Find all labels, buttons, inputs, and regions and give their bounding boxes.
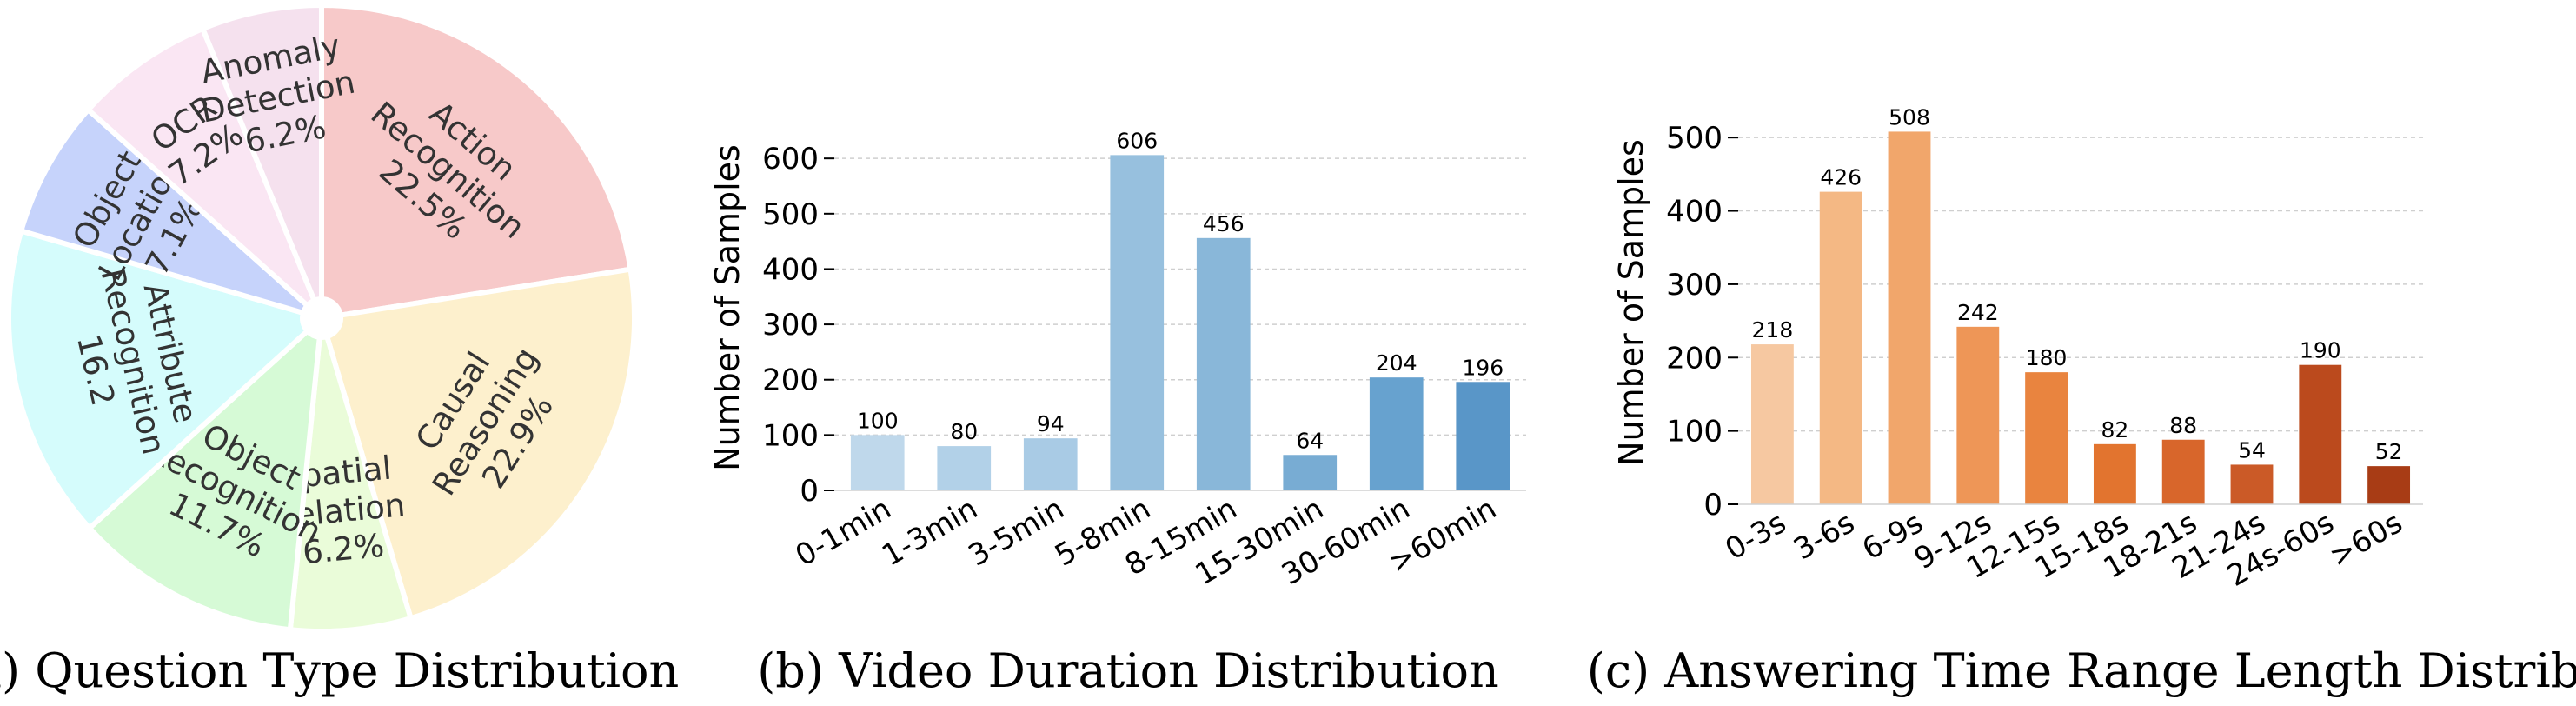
y-tick-label: 200 [1666,341,1723,376]
pie-slice [84,25,318,310]
x-tick-label: 3-6s [1788,505,1860,567]
pie-chart-question-type: ActionRecognition22.5%CausalReasoning22.… [6,2,637,634]
bar [850,435,905,490]
bar [937,446,992,490]
x-tick-label: >60s [2324,505,2408,574]
bar-value-label: 52 [2375,439,2403,464]
bar [2161,439,2205,504]
bar-value-label: 204 [1376,350,1417,376]
bar [1283,455,1338,490]
x-tick-label: 0-3s [1719,505,1791,567]
bar [1023,438,1078,490]
bar-value-label: 94 [1037,411,1065,436]
pie-slice [199,2,324,304]
bar [1456,382,1510,490]
bar-chart-answering-time: 0 100 200 300 400 500 Number of Samples 218 0-3s… [1612,104,2423,594]
bar-value-label: 426 [1820,165,1862,190]
bar [1110,155,1165,490]
bar [2299,364,2342,504]
bar-value-label: 242 [1957,300,1999,325]
bar-value-label: 100 [857,408,899,433]
y-tick-label: 300 [762,308,819,343]
bar-value-label: 80 [950,419,978,444]
bar-value-label: 456 [1203,211,1245,236]
bar [2093,443,2136,504]
caption-answering-time: (c) Answering Time Range Length Distribu… [1587,643,2576,698]
y-tick-label: 400 [762,252,819,287]
bar [2367,466,2411,504]
bar [1369,377,1424,490]
bar-value-label: 54 [2238,437,2266,463]
bar [2230,464,2274,504]
y-tick-label: 300 [1666,268,1723,303]
bar-value-label: 190 [2300,338,2341,363]
y-tick-label: 600 [762,142,819,176]
x-tick-label: 3-5min [963,491,1071,573]
y-tick-label: 500 [762,197,819,232]
bar-value-label: 508 [1889,104,1930,130]
y-tick-label: 0 [800,474,819,509]
pie-slice [323,266,637,622]
y-axis-title: Number of Samples [1612,139,1650,466]
pie-slice-label: AttributeRecognition16.2 [56,256,210,467]
pie-slice [319,2,634,318]
bar-value-label: 64 [1296,428,1324,453]
bar [1819,191,1862,505]
y-tick-label: 400 [1666,195,1723,230]
pie-slice [17,105,311,316]
bar [1750,344,1794,504]
caption-question-type: (a) Question Type Distribution [0,643,679,698]
x-tick-label: 1-3min [876,491,984,573]
y-tick-label: 100 [762,418,819,453]
bar-value-label: 606 [1116,128,1158,153]
bar [1888,131,1931,504]
pie-slice [85,327,323,633]
bar [2025,372,2068,504]
caption-video-duration: (b) Video Duration Distribution [757,643,1499,698]
bar-value-label: 88 [2169,413,2197,438]
pie-slice [287,333,415,634]
bar [1956,326,2000,504]
y-tick-label: 500 [1666,121,1723,156]
bar-value-label: 180 [2026,345,2068,370]
y-axis-title: Number of Samples [708,144,747,471]
y-tick-label: 0 [1703,488,1723,523]
bar-value-label: 196 [1462,355,1504,380]
bar-value-label: 82 [2101,417,2128,443]
y-tick-label: 200 [762,363,819,398]
y-tick-label: 100 [1666,415,1723,450]
pie-slice [6,227,311,532]
bar-value-label: 218 [1752,317,1794,343]
bar [1196,237,1251,490]
